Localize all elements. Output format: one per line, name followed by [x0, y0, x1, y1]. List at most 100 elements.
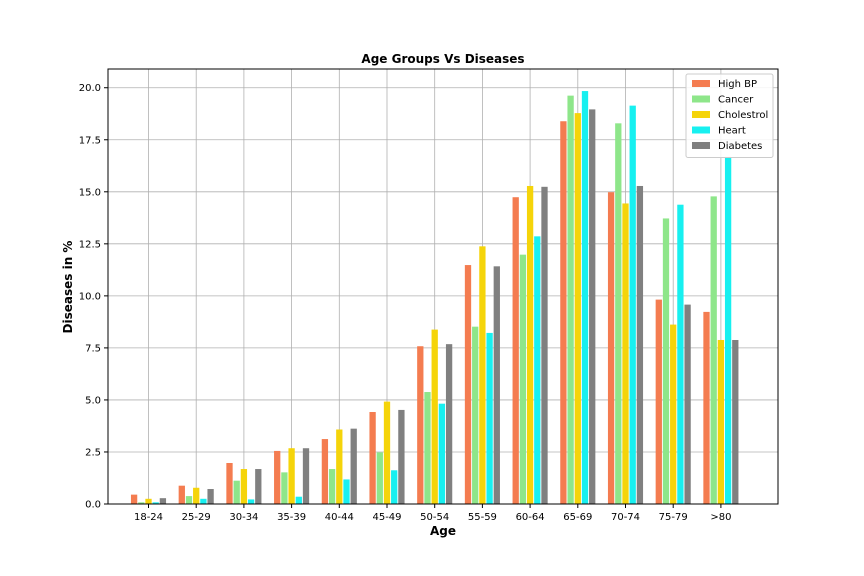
- legend-label: High BP: [718, 79, 757, 90]
- y-tick-label: 12.5: [79, 239, 101, 250]
- bar-diabetes: [159, 498, 167, 504]
- x-axis-title: Age: [430, 524, 456, 538]
- x-tick-label: 18-24: [134, 512, 163, 523]
- bar-cholestrol: [526, 185, 534, 504]
- bar-diabetes: [541, 186, 548, 504]
- legend-label: Diabetes: [718, 141, 762, 152]
- x-tick-label: 70-74: [611, 512, 640, 523]
- bar-cholestrol: [431, 329, 438, 504]
- bar-cholestrol: [479, 246, 486, 504]
- bar-cholestrol: [336, 429, 343, 504]
- legend-label: Heart: [718, 126, 746, 137]
- bar-diabetes: [255, 469, 262, 504]
- legend-swatch: [692, 80, 710, 87]
- x-tick-label: 55-59: [468, 512, 497, 523]
- bar-high-bp: [274, 450, 281, 504]
- bar-high-bp: [512, 197, 519, 505]
- bar-cancer: [567, 95, 574, 505]
- x-tick-label: 65-69: [563, 512, 592, 523]
- bar-cancer: [662, 218, 670, 504]
- bar-diabetes: [684, 304, 691, 504]
- x-tick-label: 60-64: [516, 512, 545, 523]
- bar-cholestrol: [240, 469, 248, 504]
- bar-cancer: [185, 496, 193, 504]
- legend-swatch: [692, 95, 710, 103]
- bars: [130, 91, 739, 505]
- bar-cancer: [376, 452, 383, 504]
- x-tick-label: 35-39: [277, 512, 306, 523]
- legend-label: Cholestrol: [718, 110, 768, 121]
- bar-cancer: [424, 392, 431, 504]
- bar-cholestrol: [622, 203, 629, 505]
- bar-heart: [247, 499, 255, 504]
- bar-heart: [152, 502, 159, 504]
- x-tick-label: 45-49: [372, 512, 401, 523]
- y-tick-label: 15.0: [79, 187, 101, 198]
- x-tick-label: 30-34: [229, 512, 258, 523]
- x-tick-label: 25-29: [182, 512, 211, 523]
- bar-heart: [200, 498, 207, 504]
- bar-heart: [343, 479, 350, 504]
- bar-cancer: [138, 502, 145, 504]
- bar-diabetes: [493, 266, 500, 504]
- bar-cancer: [328, 469, 336, 504]
- y-tick-label: 10.0: [79, 291, 101, 302]
- x-tick-label: 50-54: [420, 512, 449, 523]
- bar-diabetes: [732, 339, 739, 504]
- bar-high-bp: [417, 346, 424, 504]
- bar-heart: [629, 105, 636, 504]
- bar-diabetes: [350, 428, 357, 504]
- x-tick-label: 75-79: [659, 512, 688, 523]
- legend-swatch: [692, 126, 710, 134]
- bar-cholestrol: [717, 339, 725, 504]
- bar-heart: [486, 332, 493, 504]
- bar-cholestrol: [193, 487, 200, 504]
- legend-swatch: [692, 111, 710, 118]
- y-tick-label: 17.5: [79, 135, 101, 146]
- bar-cancer: [710, 196, 717, 504]
- legend: High BP Cancer Cholestrol Heart Diabetes: [685, 73, 774, 158]
- bar-diabetes: [207, 489, 214, 504]
- bar-cancer: [472, 326, 479, 504]
- bar-cholestrol: [670, 324, 677, 504]
- y-axis-title: Diseases in %: [61, 241, 75, 334]
- bar-cancer: [233, 480, 240, 504]
- bar-heart: [391, 470, 398, 504]
- bar-high-bp: [560, 121, 567, 504]
- bar-heart: [677, 204, 684, 504]
- legend-box: [685, 73, 774, 158]
- bar-heart: [534, 236, 541, 504]
- x-tick-label: 40-44: [325, 512, 354, 523]
- bar-heart: [724, 156, 732, 505]
- bar-cancer: [519, 254, 527, 504]
- legend-swatch: [692, 142, 710, 149]
- bar-high-bp: [321, 439, 329, 504]
- bar-high-bp: [369, 412, 376, 504]
- bar-diabetes: [445, 344, 453, 504]
- bar-heart: [581, 91, 589, 505]
- bar-diabetes: [636, 185, 644, 504]
- bar-high-bp: [607, 192, 615, 504]
- bar-heart: [438, 403, 446, 504]
- y-tick-label: 0.0: [85, 500, 101, 511]
- bar-cholestrol: [383, 401, 391, 504]
- y-ticks: 0.0 2.5 5.0 7.5 10.0 12.5 15.0 17.5 20.0: [79, 83, 108, 511]
- bar-high-bp: [655, 299, 662, 504]
- bar-diabetes: [302, 448, 310, 504]
- y-tick-label: 2.5: [85, 447, 101, 458]
- bar-high-bp: [130, 494, 138, 504]
- bar-cholestrol: [288, 448, 295, 504]
- bar-high-bp: [178, 485, 185, 504]
- legend-label: Cancer: [718, 95, 754, 106]
- bar-cancer: [615, 123, 622, 504]
- bar-high-bp: [703, 311, 710, 504]
- bar-cholestrol: [145, 498, 152, 504]
- plot-frame: [107, 68, 779, 505]
- y-tick-label: 20.0: [79, 83, 101, 94]
- bar-diabetes: [589, 109, 596, 504]
- bar-diabetes: [398, 409, 405, 504]
- bar-high-bp: [464, 265, 472, 504]
- x-ticks: 18-24 25-29 30-34 35-39 40-44 45-49 50-54 55-59…: [134, 504, 731, 523]
- y-tick-label: 7.5: [85, 343, 101, 354]
